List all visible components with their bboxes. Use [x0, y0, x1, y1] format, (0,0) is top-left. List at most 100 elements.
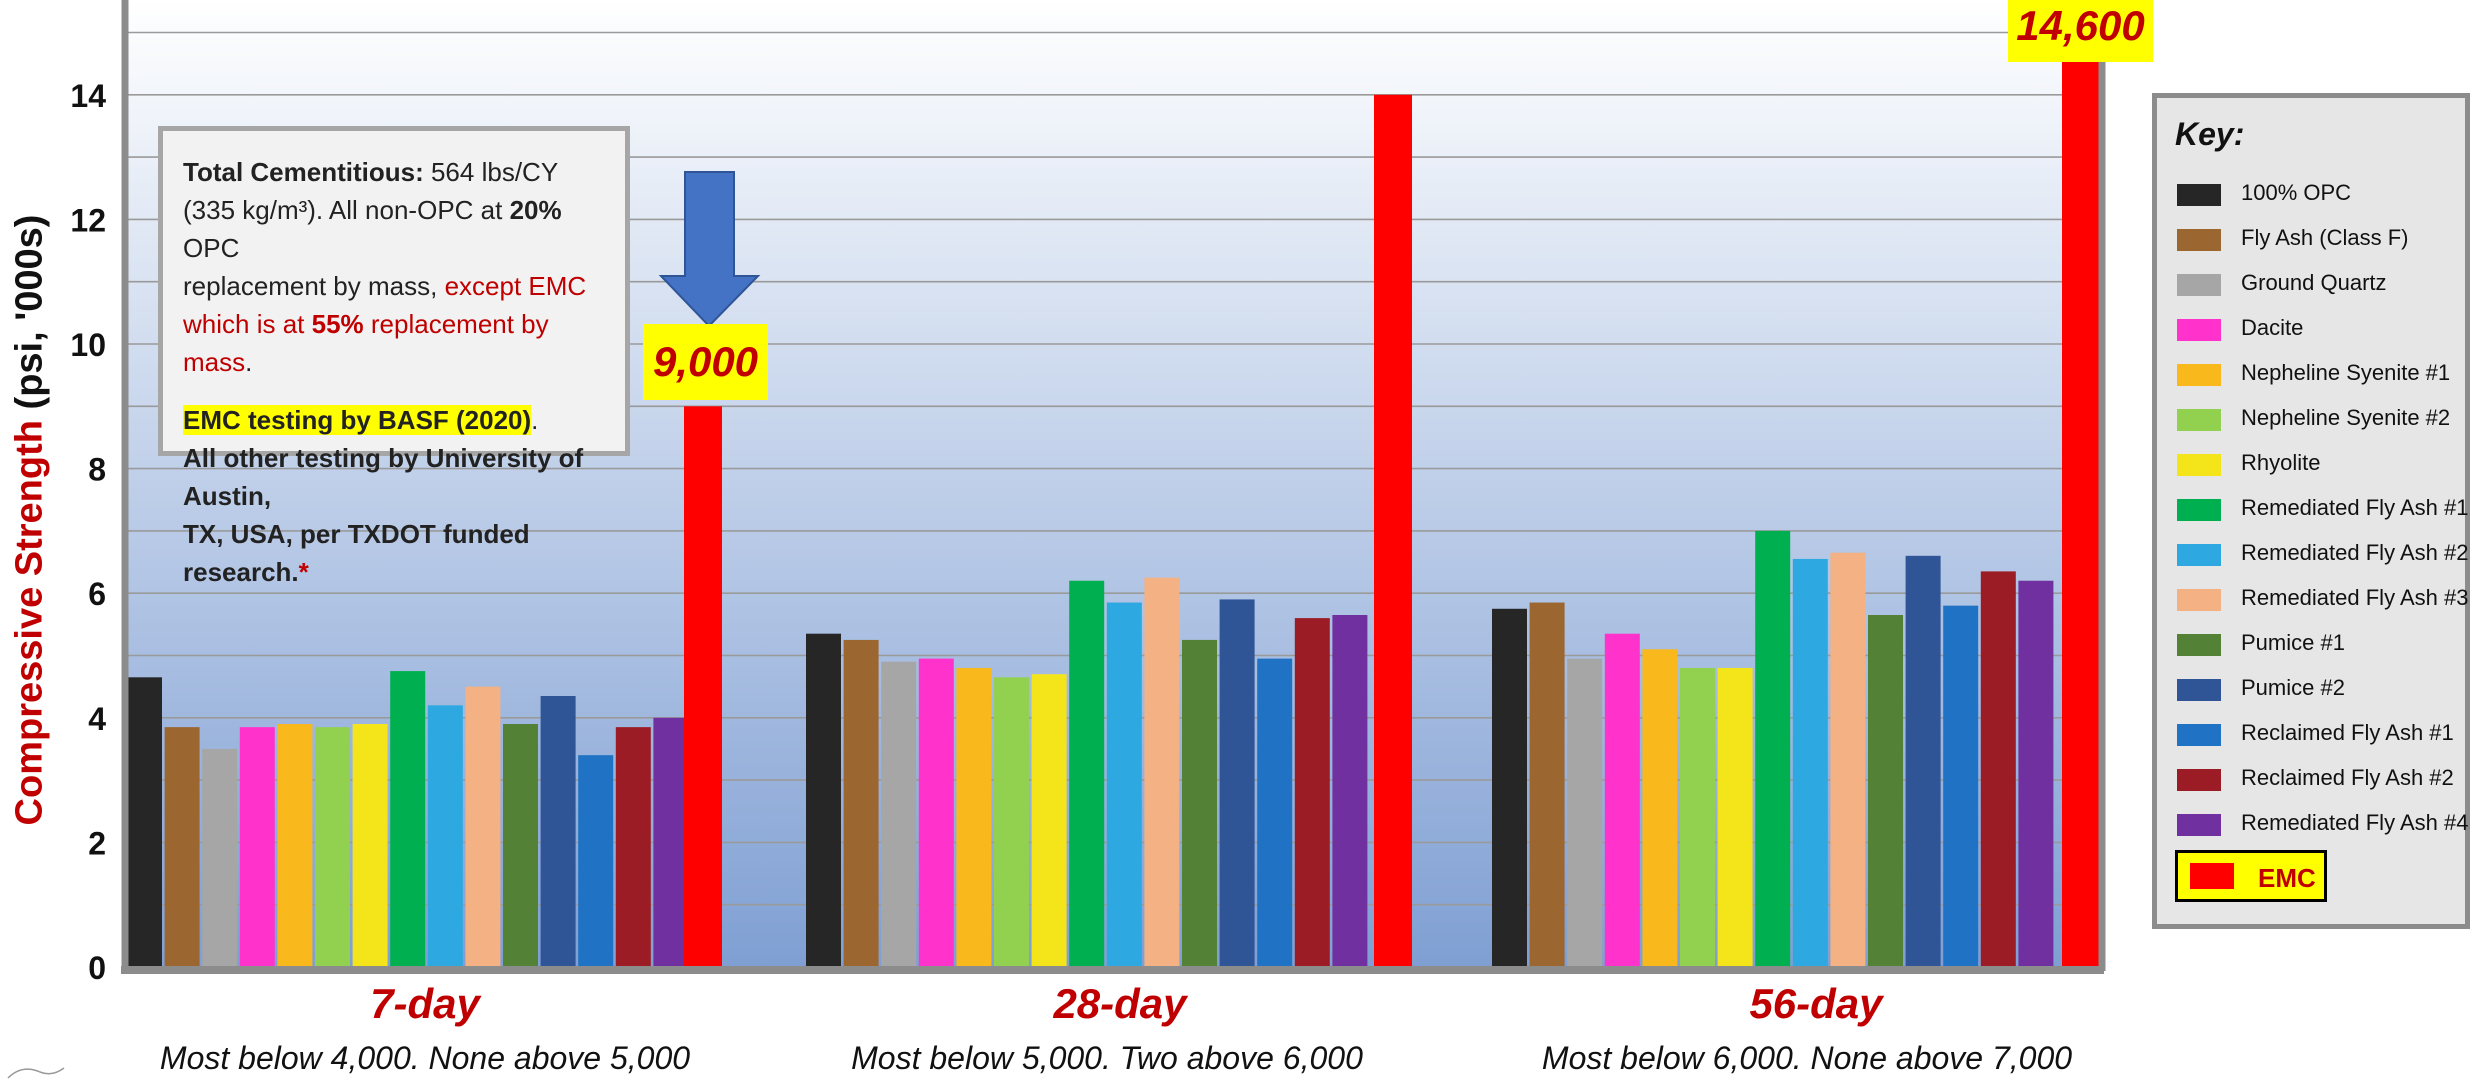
legend-item: Ground Quartz: [2177, 266, 2467, 306]
legend-item: Nepheline Syenite #1: [2177, 356, 2467, 396]
note-line2: (335 kg/m³). All non-OPC at: [183, 195, 510, 225]
bar: [994, 677, 1029, 967]
note-line7: TX, USA, per TXDOT funded research.: [183, 519, 530, 587]
category-note-7day: Most below 4,000. None above 5,000: [159, 1040, 691, 1076]
legend-label: Fly Ash (Class F): [2241, 225, 2409, 250]
bar: [1069, 580, 1105, 967]
y-tick-label: 2: [88, 825, 106, 861]
legend-item: Remediated Fly Ash #1: [2177, 491, 2469, 531]
bar: [1529, 602, 1565, 967]
legend-swatch: [2177, 319, 2221, 341]
bar: [427, 705, 463, 967]
legend-swatch: [2177, 814, 2221, 836]
bar: [1905, 555, 1941, 967]
legend-swatch: [2177, 274, 2221, 296]
legend-swatch: [2177, 544, 2221, 566]
logo-icon: [7, 1067, 65, 1079]
bar: [1257, 658, 1293, 967]
callout-emc-56day: 14,600: [2008, 0, 2153, 62]
note-line2-rest: OPC: [183, 233, 240, 263]
legend-label: 100% OPC: [2241, 180, 2352, 205]
bar: [1792, 558, 1828, 967]
y-tick-label: 14: [70, 78, 106, 114]
legend-swatch: [2177, 454, 2221, 476]
bar: [653, 717, 689, 967]
y-tick-label: 10: [70, 327, 106, 363]
legend-label: Ground Quartz: [2241, 270, 2387, 295]
bar: [277, 724, 313, 967]
bar: [1830, 552, 1866, 967]
bar: [1604, 633, 1640, 967]
legend-label-emc: EMC: [2258, 863, 2316, 893]
legend-swatch: [2177, 409, 2221, 431]
bar: [881, 661, 917, 967]
legend-swatch: [2177, 769, 2221, 791]
legend-swatch: [2177, 499, 2221, 521]
bar: [1642, 649, 1678, 967]
note-line1-bold: Total Cementitious:: [183, 157, 424, 187]
legend-swatch-emc: [2190, 863, 2234, 889]
category-note-56day: Most below 6,000. None above 7,000: [1541, 1040, 2073, 1076]
note-line7-star: *: [298, 557, 309, 587]
bar: [843, 639, 879, 967]
bars: [127, 57, 2100, 968]
bar: [2062, 57, 2100, 968]
y-tick-label: 6: [88, 576, 106, 612]
bar: [1332, 615, 1368, 967]
bar: [918, 658, 954, 967]
bar: [1980, 571, 2016, 967]
bar: [2018, 580, 2054, 967]
y-tick-label: 0: [88, 950, 106, 986]
note-line3: replacement by mass,: [183, 271, 445, 301]
note-line1-rest: 564 lbs/CY: [423, 157, 559, 187]
category-label-28day: 28-day: [1053, 980, 1187, 1027]
legend-item: Reclaimed Fly Ash #1: [2177, 716, 2467, 756]
legend-label: Reclaimed Fly Ash #2: [2241, 765, 2454, 790]
bar: [1182, 639, 1217, 967]
bar: [127, 677, 162, 967]
note-line6: All other testing by University of Austi…: [183, 443, 584, 511]
legend-swatch: [2177, 589, 2221, 611]
legend-item: Remediated Fly Ash #2: [2177, 536, 2468, 576]
down-arrow-icon: [658, 171, 761, 328]
note-line4-red: which is at: [183, 309, 312, 339]
legend-label: Reclaimed Fly Ash #1: [2241, 720, 2454, 745]
bar: [315, 727, 350, 967]
note-line3-red: except EMC: [444, 271, 587, 301]
y-tick-label: 12: [70, 202, 106, 238]
bar: [684, 406, 722, 967]
bar: [1144, 577, 1180, 967]
bar: [1492, 608, 1527, 967]
legend-label: Nepheline Syenite #2: [2241, 405, 2451, 430]
category-label-7day: 7-day: [370, 980, 480, 1027]
y-axis-title-units: (psi, '000s): [8, 214, 51, 421]
y-tick-label: 8: [88, 452, 106, 488]
bar: [202, 748, 238, 967]
legend-item: Pumice #1: [2177, 626, 2467, 666]
bar: [1567, 658, 1603, 967]
legend-item: Reclaimed Fly Ash #2: [2177, 761, 2467, 801]
y-axis-title: Compressive Strength (psi, '000s): [9, 215, 52, 826]
legend-item: Remediated Fly Ash #3: [2177, 581, 2468, 621]
bar: [1755, 530, 1791, 967]
note-line5-end: .: [531, 405, 539, 435]
legend-item: Remediated Fly Ash #4: [2177, 806, 2468, 846]
note-line4-red2: replacement by mass: [183, 309, 549, 377]
legend-label: Remediated Fly Ash #1: [2241, 495, 2469, 520]
legend-item: Fly Ash (Class F): [2177, 221, 2467, 261]
legend-label: Pumice #1: [2241, 630, 2345, 655]
bar: [465, 686, 501, 967]
bar: [164, 727, 200, 967]
axes: [121, 0, 2106, 974]
callout-emc-7day: 9,000: [643, 324, 768, 400]
legend-title: Key:: [2175, 116, 2245, 152]
y-tick-labels: 0 2 4 6 8 10 12 14: [70, 78, 106, 986]
bar: [956, 667, 992, 967]
bar: [1374, 94, 1412, 968]
legend-swatch: [2177, 724, 2221, 746]
bar: [239, 727, 275, 967]
note-highlight: EMC testing by BASF (2020): [183, 405, 532, 435]
legend-item: Dacite: [2177, 311, 2467, 351]
